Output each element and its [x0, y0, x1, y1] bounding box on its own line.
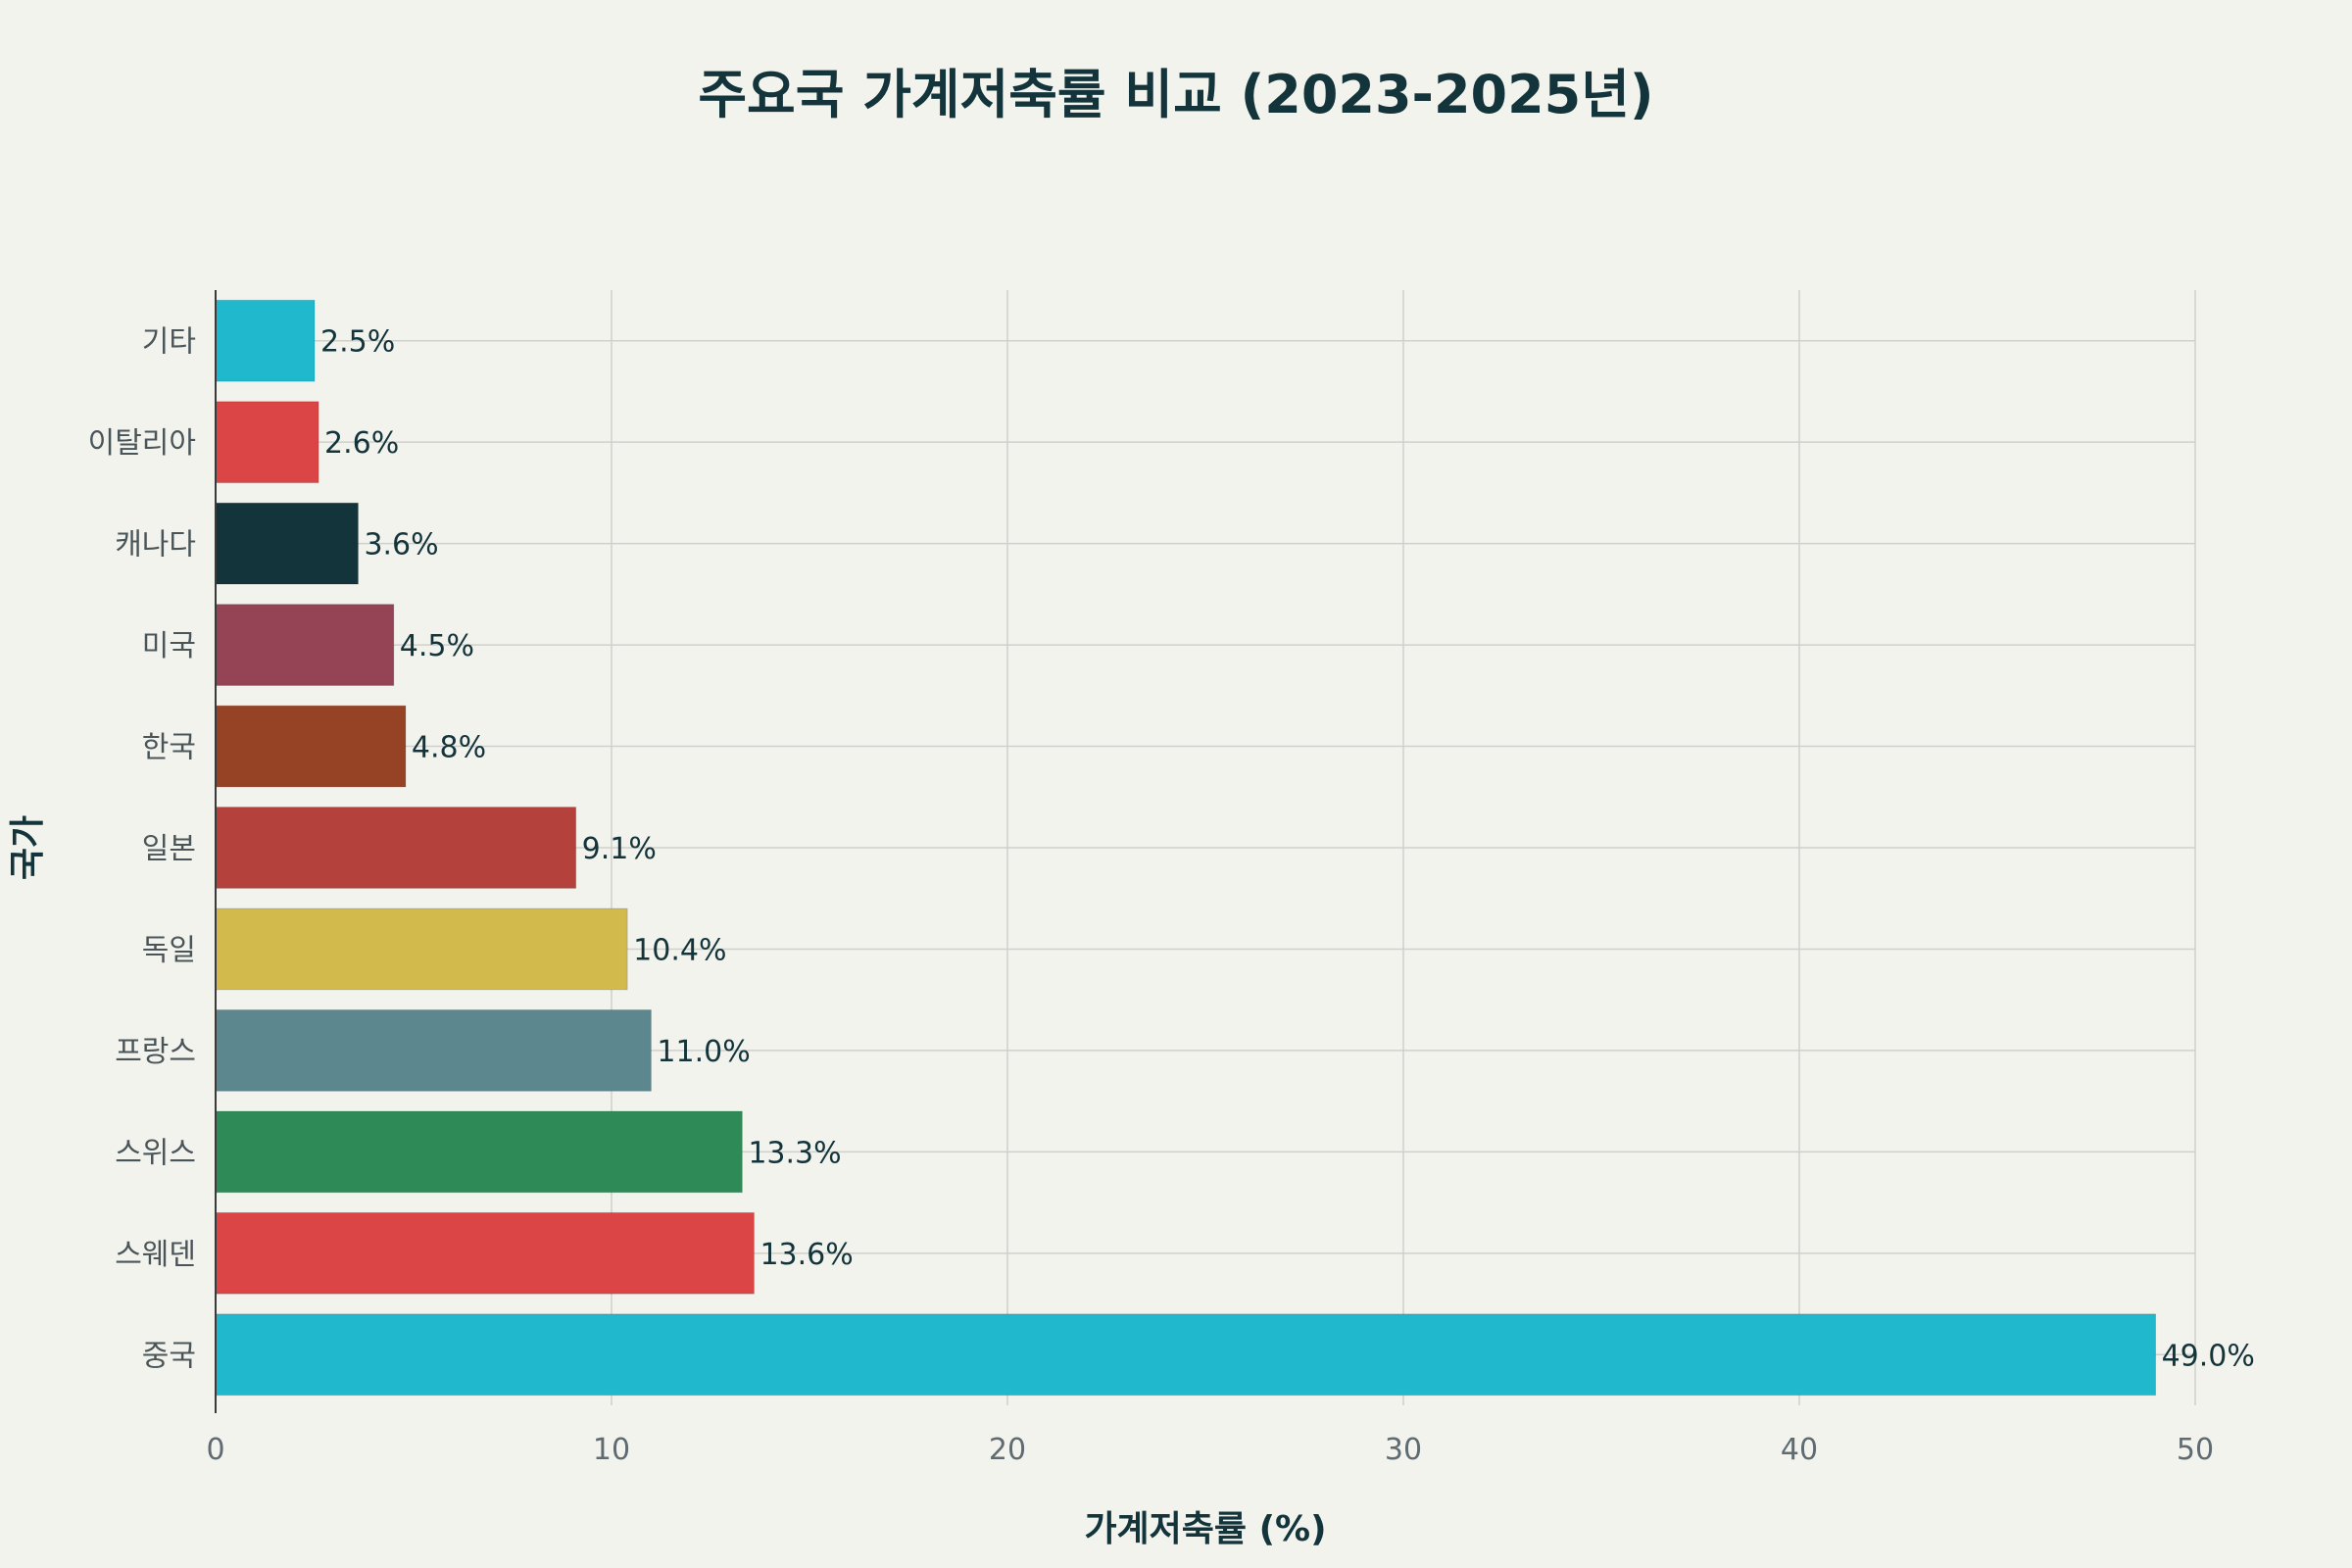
bar	[215, 1211, 755, 1295]
y-tick-label: 스위스	[115, 1136, 196, 1170]
y-tick-label: 미국	[142, 629, 196, 663]
y-tick-label: 독일	[142, 933, 196, 967]
bar	[215, 604, 395, 686]
y-tick-label: 기타	[142, 325, 196, 360]
bar	[215, 401, 319, 484]
data-label: 49.0%	[2162, 1339, 2255, 1373]
y-tick-label: 프랑스	[115, 1035, 196, 1069]
data-label: 2.6%	[324, 426, 399, 461]
data-label: 3.6%	[364, 528, 438, 563]
y-tick-label: 캐나다	[115, 528, 196, 563]
x-tick-label: 10	[593, 1433, 630, 1467]
data-label: 13.6%	[760, 1238, 853, 1272]
data-label: 10.4%	[633, 933, 726, 967]
data-label: 4.5%	[400, 629, 474, 663]
x-tick-label: 20	[989, 1433, 1026, 1467]
data-label: 2.5%	[320, 325, 395, 360]
x-tick-label: 40	[1781, 1433, 1818, 1467]
y-tick-label: 일본	[142, 832, 196, 866]
x-axis-title: 가계저축률 (%)	[1084, 1509, 1326, 1549]
bar	[215, 907, 628, 991]
bar	[215, 705, 407, 788]
y-tick-label: 스웨덴	[115, 1238, 196, 1272]
bars: 2.5% 2.6% 3.6% 4.5% 4.8% 9.1% 10.4% 11.0% 13.3% 1…	[215, 299, 2255, 1396]
data-label: 4.8%	[412, 731, 486, 765]
bar	[215, 299, 316, 382]
y-tick-label: 한국	[142, 731, 196, 765]
y-axis-title: 국가	[8, 815, 48, 880]
data-label: 11.0%	[657, 1035, 750, 1069]
y-tick-label: 이탈리아	[88, 426, 196, 461]
x-tick-label: 30	[1385, 1433, 1422, 1467]
bar	[215, 502, 359, 585]
bar	[215, 1009, 652, 1092]
bar	[215, 1110, 743, 1194]
x-tick-label: 50	[2177, 1433, 2214, 1467]
data-label: 9.1%	[582, 832, 657, 866]
data-label: 13.3%	[748, 1136, 841, 1170]
x-tick-label: 0	[206, 1433, 224, 1467]
chart-title: 주요국 가계저축률 비교 (2023-2025년)	[698, 64, 1653, 125]
y-tick-label: 중국	[142, 1339, 196, 1373]
bar	[215, 1313, 2157, 1396]
bar	[215, 807, 577, 889]
